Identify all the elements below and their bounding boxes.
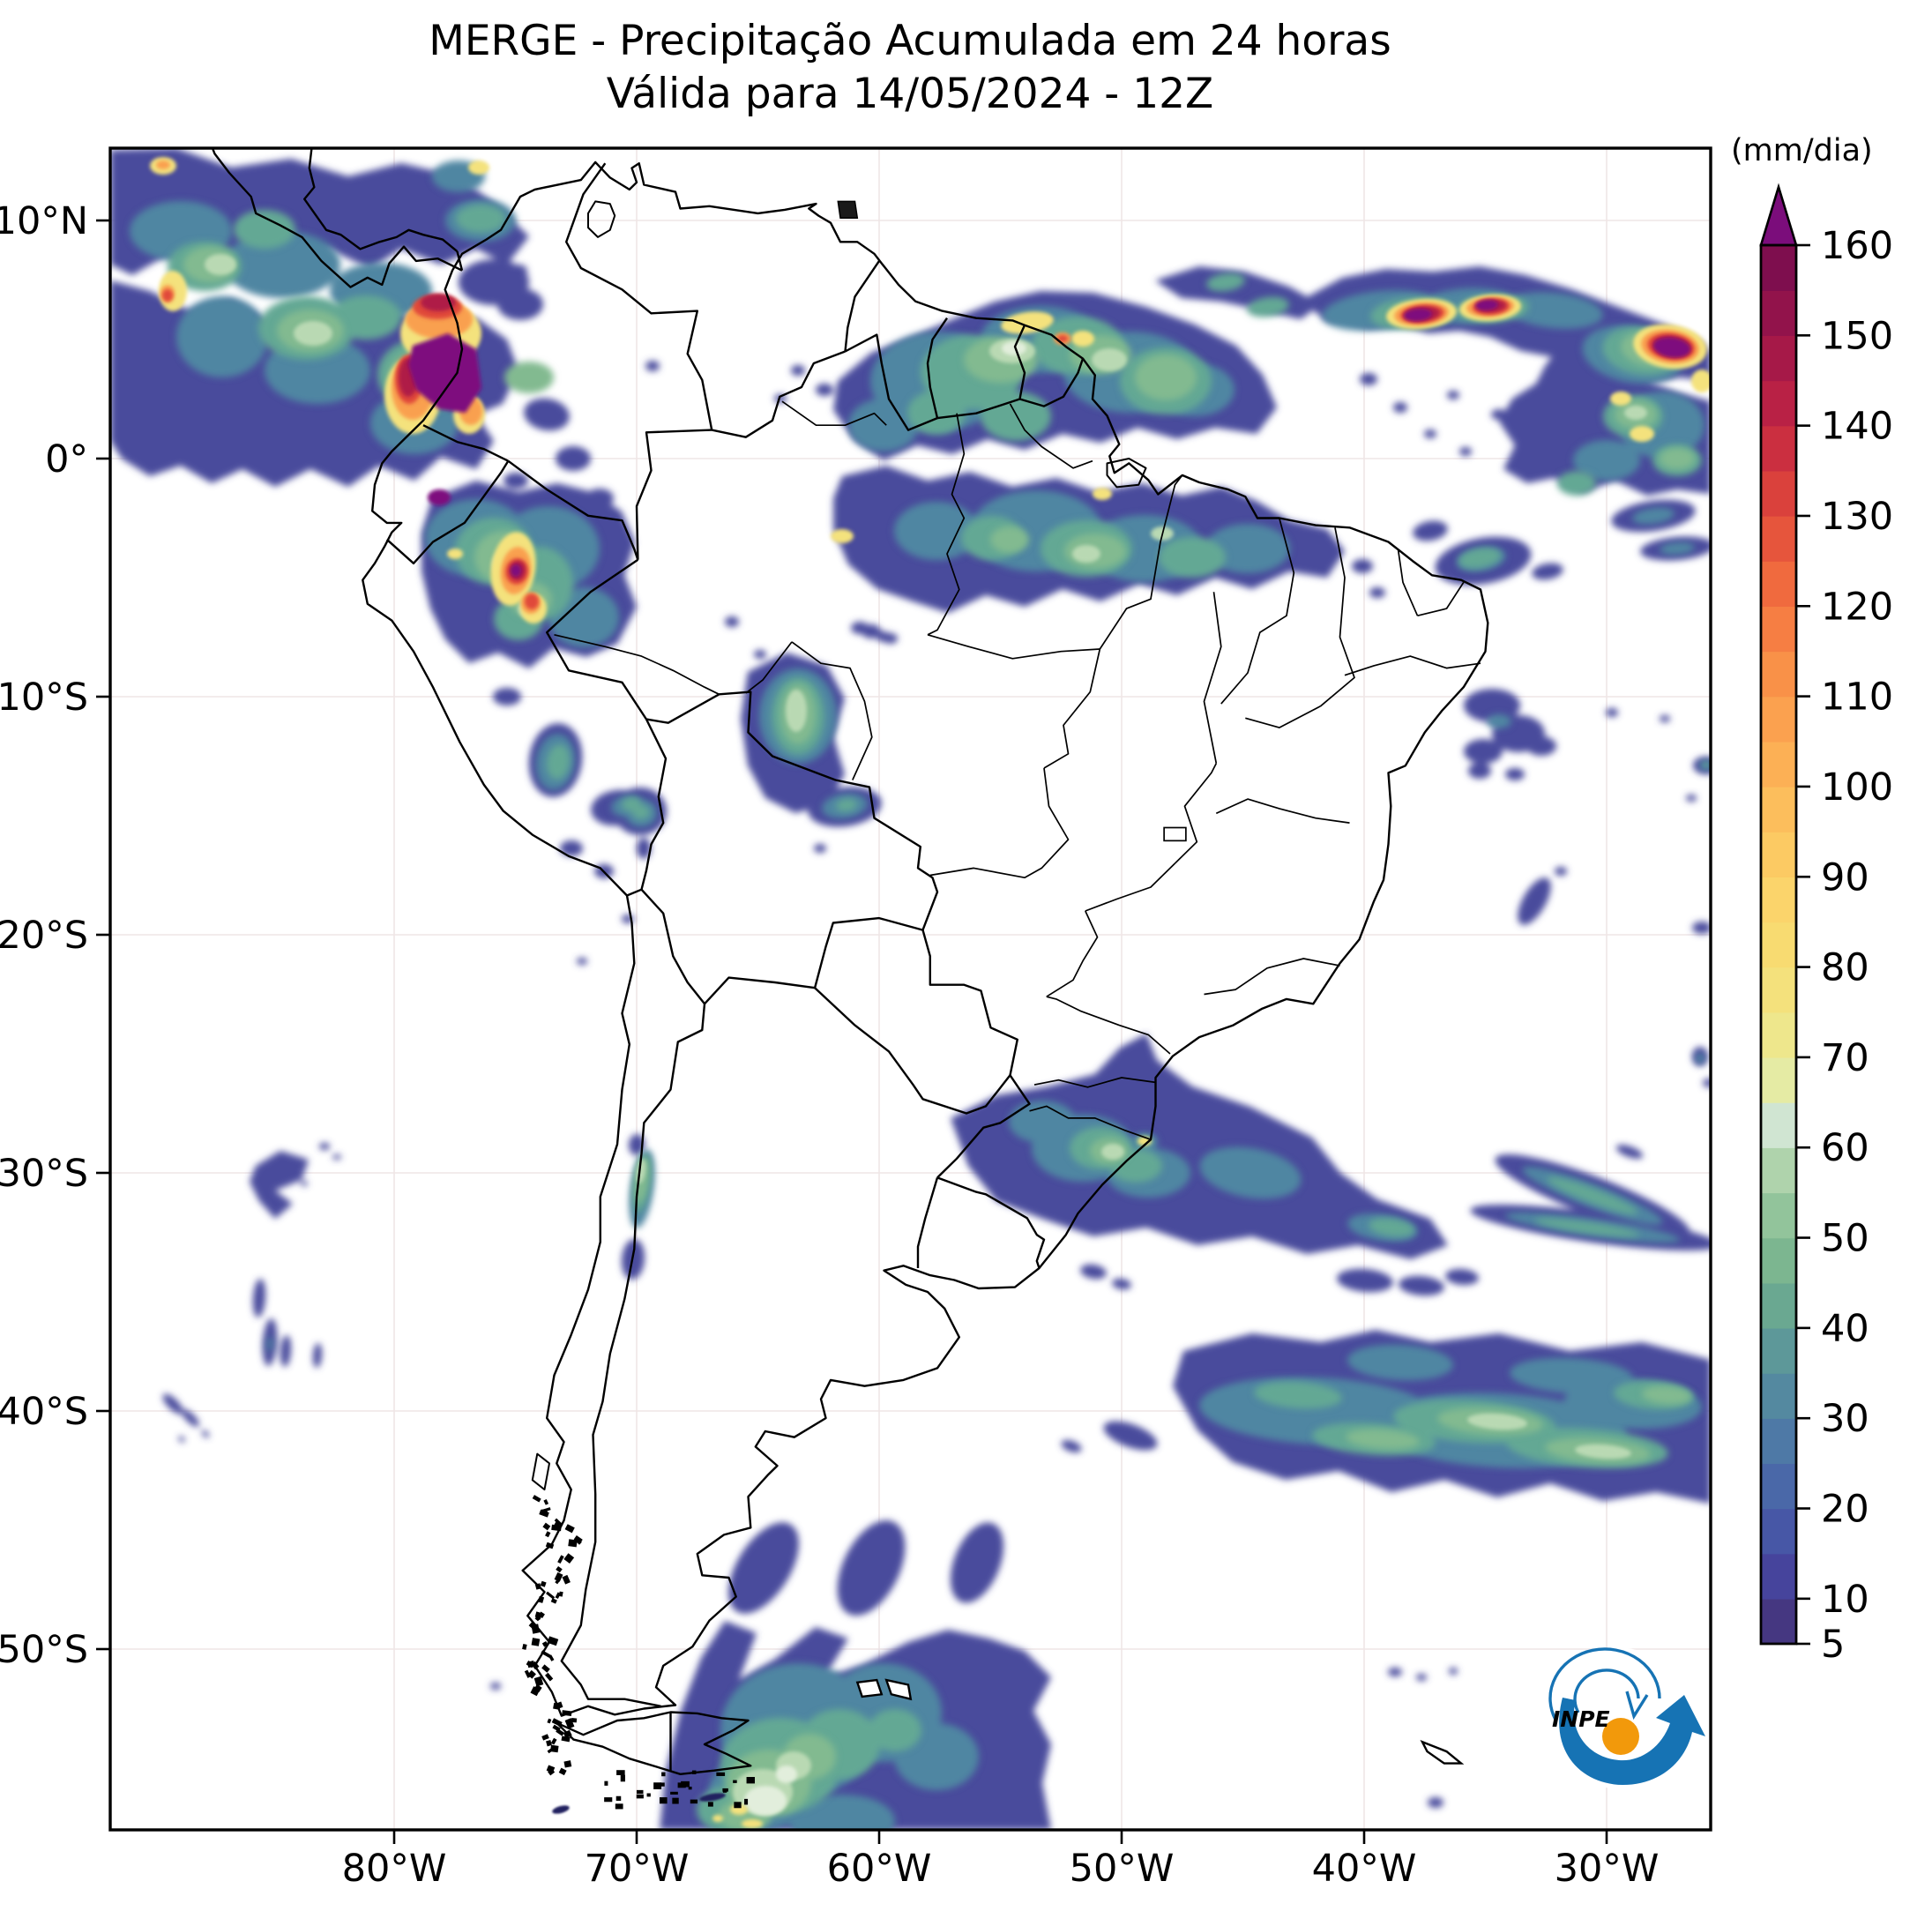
lat-tick-label: 0° [45,437,88,481]
colorbar-segment [1761,1056,1796,1103]
logo-spiral [1548,1647,1661,1721]
lon-tick-label: 70°W [585,1847,690,1891]
colorbar-segment [1761,967,1796,1013]
colorbar-segment [1761,1192,1796,1239]
map-subtitle: Válida para 14/05/2024 - 12Z [607,70,1213,118]
fjord-speckles [522,1495,755,1810]
logo-swoosh-arrow [1559,1695,1705,1785]
logo-ball [1602,1718,1639,1755]
colorbar-tick-label: 110 [1821,676,1893,720]
colorbar-segment [1761,1508,1796,1555]
colorbar-tick-label: 80 [1821,946,1869,990]
map-frame [108,146,1712,1832]
colorbar-segment [1761,245,1796,291]
colorbar-segment [1761,380,1796,427]
colorbar-tick-label: 160 [1821,224,1893,268]
colorbar-segment [1761,1553,1796,1600]
colorbar-segment [1761,1102,1796,1148]
lon-tick-label: 50°W [1070,1847,1175,1891]
colorbar-tick-label: 60 [1821,1126,1869,1170]
lon-tick-label: 30°W [1555,1847,1660,1891]
colorbar-tick-label: 10 [1821,1578,1869,1622]
colorbar-tick-label: 90 [1821,855,1869,900]
colorbar-tick-label: 140 [1821,405,1893,449]
precip-layer-darknavy [552,1793,726,1814]
axes-ticks-labels: 80°W 70°W 60°W 50°W 40°W 30°W 10°N 0° 10°S 20°S 30… [0,199,1659,1891]
colorbar-segment [1761,651,1796,698]
colorbar-segment [1761,606,1796,653]
colorbar-tick-label: 20 [1821,1488,1869,1532]
coastlines-and-borders [211,148,1489,1810]
colorbar-segment [1761,1373,1796,1419]
colorbar-segment [1761,696,1796,743]
inpe-logo: INPE [1547,1647,1705,1788]
colorbar-tick-label: 50 [1821,1217,1869,1261]
colorbar-tick-label: 30 [1821,1397,1869,1441]
lat-tick-label: 30°S [0,1152,88,1196]
lon-tick-label: 40°W [1312,1847,1417,1891]
colorbar-segment [1761,832,1796,877]
colorbar-segment [1761,1327,1796,1374]
colorbar-segment [1761,1011,1796,1058]
colorbar-segment [1761,1237,1796,1284]
lon-tick-label: 60°W [827,1847,932,1891]
colorbar-segment [1761,877,1796,923]
colorbar-tick-label: 150 [1821,314,1893,358]
colorbar-tick-label: 40 [1821,1307,1869,1351]
precip-layer-magenta [408,299,1690,577]
colorbar-segment [1761,1282,1796,1329]
colorbar-segment [1761,1463,1796,1510]
colorbar-segment [1761,922,1796,968]
colorbar-tick-label: 100 [1821,765,1893,810]
lat-tick-label: 10°N [0,199,88,243]
colorbar: 160 150 140 130 120 110 100 90 80 70 60 50 40 30 20 105 [1759,183,1893,1667]
colorbar-segment [1761,1418,1796,1465]
colorbar-segment [1761,741,1796,788]
colorbar-segment [1761,1147,1796,1194]
lon-tick-label: 80°W [342,1847,447,1891]
colorbar-segment [1761,561,1796,607]
lat-tick-label: 50°S [0,1628,88,1672]
colorbar-segment [1761,290,1796,337]
lat-tick-label: 10°S [0,676,88,720]
map-title: MERGE - Precipitação Acumulada em 24 hor… [429,17,1391,65]
colorbar-segment [1761,1598,1796,1645]
colorbar-tick-label: 70 [1821,1036,1869,1080]
colorbar-segment [1761,786,1796,832]
colorbar-tick-label: 5 [1821,1623,1845,1667]
colorbar-segment [1761,470,1796,517]
colorbar-over-arrow [1759,183,1798,247]
colorbar-segment [1761,425,1796,472]
lat-tick-label: 40°S [0,1390,88,1434]
colorbar-tick-label: 120 [1821,585,1893,629]
colorbar-segment [1761,515,1796,562]
colorbar-unit-label: (mm/dia) [1731,133,1873,168]
precipitation-field [110,148,1711,1830]
lat-tick-label: 20°S [0,914,88,958]
colorbar-tick-label: 130 [1821,495,1893,539]
logo-text: INPE [1552,1706,1610,1732]
colorbar-segment [1761,335,1796,382]
